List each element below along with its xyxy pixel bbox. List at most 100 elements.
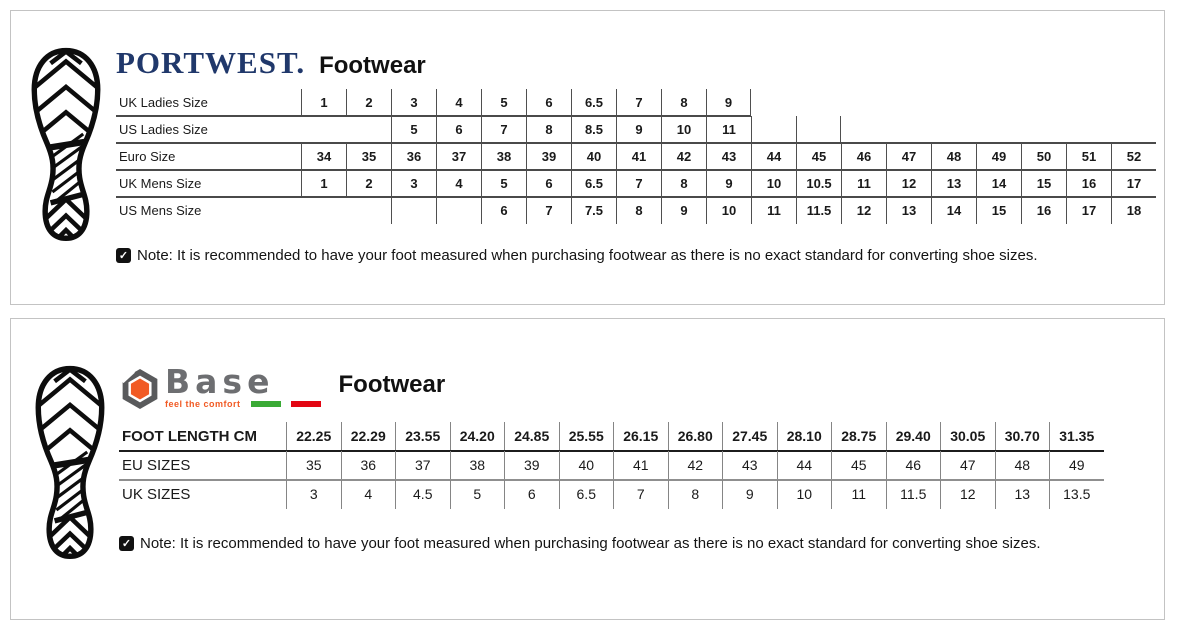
size-cell bbox=[796, 116, 841, 143]
size-cell: 9 bbox=[706, 170, 751, 197]
size-cell: 8 bbox=[616, 197, 661, 224]
size-cell: 1 bbox=[301, 89, 346, 116]
row-label: US Mens Size bbox=[119, 203, 202, 218]
size-cell: 13 bbox=[994, 480, 1050, 509]
size-cell: 22.29 bbox=[340, 422, 396, 451]
size-cell: 16 bbox=[1021, 197, 1066, 224]
base-note: ✓ Note: It is recommended to have your f… bbox=[119, 535, 1040, 552]
size-cell: 27.45 bbox=[722, 422, 777, 451]
size-cell bbox=[346, 116, 391, 143]
size-cell: 4.5 bbox=[395, 480, 450, 509]
size-cell: 35 bbox=[346, 143, 391, 170]
size-cell: 1 bbox=[301, 170, 346, 197]
table-row: UK Mens Size 1 2 3 4 5 6 6.5 7 8 9 10 10.5 11 12 13 14 15… bbox=[116, 170, 1156, 197]
size-cell: 38 bbox=[449, 451, 505, 480]
size-cell: 42 bbox=[661, 143, 706, 170]
base-wordmark-group: Base feel the comfort bbox=[119, 365, 321, 411]
note-text: Note: It is recommended to have your foo… bbox=[137, 247, 1038, 264]
size-cell: 23.55 bbox=[395, 422, 450, 451]
size-cell: 13.5 bbox=[1049, 480, 1104, 509]
size-cell: 18 bbox=[1111, 197, 1156, 224]
hex-nut-icon bbox=[120, 368, 158, 410]
check-note-icon: ✓ bbox=[119, 536, 134, 551]
base-tagline: feel the comfort bbox=[165, 399, 241, 409]
size-cell: 8 bbox=[526, 116, 571, 143]
size-cell: 11 bbox=[831, 480, 886, 509]
boot-print-icon bbox=[35, 365, 105, 559]
size-cell: 11 bbox=[841, 170, 886, 197]
size-cell: 22.25 bbox=[286, 422, 341, 451]
table-row: UK Ladies Size 1 2 3 4 5 6 6.5 7 8 9 bbox=[116, 89, 1156, 116]
table-rule bbox=[119, 450, 1104, 452]
size-cell: 36 bbox=[391, 143, 436, 170]
size-cell: 45 bbox=[831, 451, 886, 480]
table-rule bbox=[116, 115, 751, 117]
size-cell: 11.5 bbox=[885, 480, 941, 509]
size-cell: 9 bbox=[722, 480, 777, 509]
size-cell: 47 bbox=[886, 143, 931, 170]
size-cell: 49 bbox=[1049, 451, 1104, 480]
size-cell: 5 bbox=[481, 89, 526, 116]
portwest-panel: PORTWEST. Footwear UK Ladies Size 1 2 3 4 5 6 6… bbox=[10, 10, 1165, 305]
size-cell: 41 bbox=[616, 143, 661, 170]
row-label: EU SIZES bbox=[122, 457, 191, 474]
size-cell: 8 bbox=[661, 170, 706, 197]
size-cell: 35 bbox=[286, 451, 341, 480]
size-cell: 24.85 bbox=[504, 422, 559, 451]
size-cell: 10 bbox=[776, 480, 832, 509]
base-footwear-label: Footwear bbox=[338, 371, 446, 398]
size-cell: 12 bbox=[841, 197, 886, 224]
size-cell: 13 bbox=[931, 170, 976, 197]
row-label: US Ladies Size bbox=[119, 122, 208, 137]
size-cell: 6 bbox=[481, 197, 526, 224]
size-cell: 47 bbox=[940, 451, 995, 480]
table-row: FOOT LENGTH CM 22.25 22.29 23.55 24.20 24.85 2… bbox=[119, 422, 1104, 451]
table-row: Euro Size 34 35 36 37 38 39 40 41 42 43 44 45 46 47 48 4… bbox=[116, 143, 1156, 170]
size-cell: 3 bbox=[286, 480, 341, 509]
size-cell: 6.5 bbox=[571, 89, 616, 116]
size-cell: 10 bbox=[661, 116, 706, 143]
table-row: EU SIZES 35 36 37 38 39 40 41 42 43 44 45 46 47 48 49 bbox=[119, 451, 1104, 480]
size-cell: 10 bbox=[706, 197, 751, 224]
row-label: UK Mens Size bbox=[119, 176, 202, 191]
size-cell: 37 bbox=[436, 143, 481, 170]
size-cell: 4 bbox=[436, 170, 481, 197]
size-cell: 25.55 bbox=[558, 422, 614, 451]
table-rule bbox=[119, 479, 1104, 481]
portwest-logo: PORTWEST. Footwear bbox=[116, 45, 426, 81]
size-cell: 39 bbox=[526, 143, 571, 170]
table-rule bbox=[116, 169, 1156, 171]
portwest-note: ✓ Note: It is recommended to have your f… bbox=[116, 247, 1037, 264]
size-cell: 40 bbox=[571, 143, 616, 170]
size-cell bbox=[301, 197, 346, 224]
size-cell: 34 bbox=[301, 143, 346, 170]
size-cell: 48 bbox=[994, 451, 1050, 480]
size-cell bbox=[346, 197, 391, 224]
table-row: US Ladies Size 5 6 7 8 8.5 9 10 11 bbox=[116, 116, 1156, 143]
size-cell: 36 bbox=[340, 451, 396, 480]
size-cell: 6.5 bbox=[558, 480, 614, 509]
size-cell: 13 bbox=[886, 197, 931, 224]
size-cell: 9 bbox=[616, 116, 661, 143]
size-cell: 38 bbox=[481, 143, 526, 170]
size-cell: 9 bbox=[661, 197, 706, 224]
size-cell: 7 bbox=[616, 89, 661, 116]
size-cell: 11 bbox=[751, 197, 796, 224]
size-cell: 44 bbox=[751, 143, 796, 170]
portwest-size-table: UK Ladies Size 1 2 3 4 5 6 6.5 7 8 9 US Ladies Size… bbox=[116, 89, 1156, 224]
size-cell: 28.10 bbox=[776, 422, 832, 451]
portwest-wordmark: PORTWEST. bbox=[116, 45, 306, 80]
size-cell: 9 bbox=[706, 89, 751, 116]
size-cell: 50 bbox=[1021, 143, 1066, 170]
size-cell: 40 bbox=[558, 451, 614, 480]
size-cell: 26.80 bbox=[667, 422, 723, 451]
size-cell: 46 bbox=[841, 143, 886, 170]
flag-green-bar bbox=[250, 401, 281, 407]
base-logo: Base feel the comfort Footwear bbox=[119, 365, 446, 411]
size-cell: 11 bbox=[706, 116, 751, 143]
size-cell: 7 bbox=[613, 480, 668, 509]
base-size-table: FOOT LENGTH CM 22.25 22.29 23.55 24.20 24.85 2… bbox=[119, 422, 1104, 509]
size-cell: 5 bbox=[391, 116, 436, 143]
size-cell: 39 bbox=[504, 451, 559, 480]
size-cell: 24.20 bbox=[449, 422, 505, 451]
